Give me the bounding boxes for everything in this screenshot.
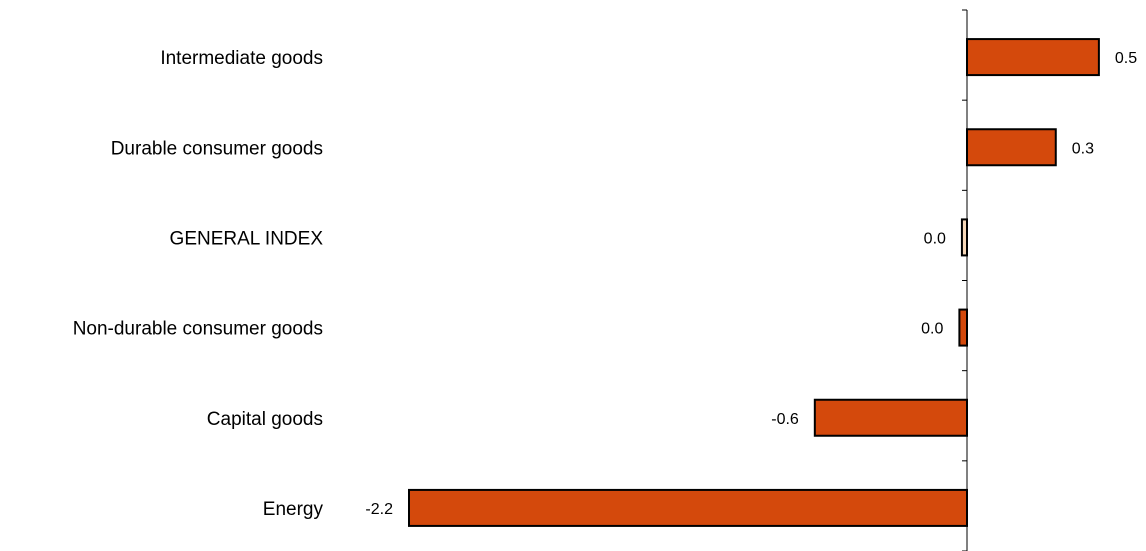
category-label-general-index: GENERAL INDEX bbox=[170, 228, 324, 249]
value-label-general-index: 0.0 bbox=[924, 230, 946, 247]
bar-intermediate-goods bbox=[966, 38, 1100, 77]
value-label-capital-goods: -0.6 bbox=[771, 411, 799, 428]
axis-layer bbox=[962, 9, 968, 551]
value-label-non-durable-consumer-goods: 0.0 bbox=[921, 321, 943, 338]
bars-layer bbox=[408, 38, 1100, 527]
bar-durable-consumer-goods bbox=[966, 128, 1057, 167]
value-label-energy: -2.2 bbox=[365, 501, 393, 518]
bar-capital-goods bbox=[813, 398, 968, 437]
value-label-intermediate-goods: 0.5 bbox=[1115, 50, 1137, 67]
category-label-capital-goods: Capital goods bbox=[207, 409, 323, 430]
category-label-durable-consumer-goods: Durable consumer goods bbox=[111, 138, 323, 159]
labels-layer: Intermediate goods 0.5 Durable consumer go… bbox=[73, 48, 1138, 520]
category-label-non-durable-consumer-goods: Non-durable consumer goods bbox=[73, 319, 323, 340]
bar-general-index bbox=[960, 218, 968, 257]
category-label-energy: Energy bbox=[263, 499, 324, 520]
value-label-durable-consumer-goods: 0.3 bbox=[1072, 140, 1094, 157]
bar-non-durable-consumer-goods bbox=[958, 308, 969, 347]
bar-energy bbox=[408, 488, 968, 527]
category-label-intermediate-goods: Intermediate goods bbox=[160, 48, 323, 69]
